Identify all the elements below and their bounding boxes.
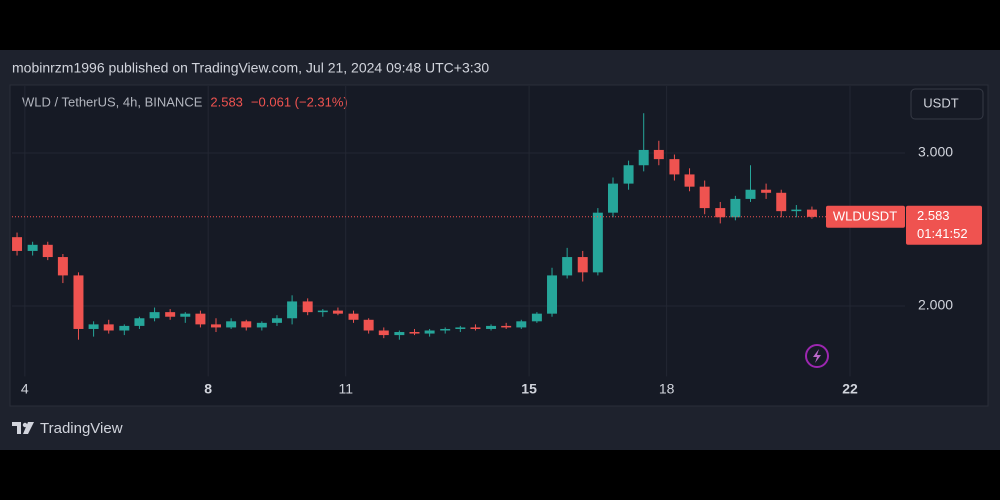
candle-body (363, 319, 374, 331)
candle-body (302, 301, 313, 313)
candle-body (791, 209, 802, 212)
x-tick-label: 18 (659, 381, 675, 397)
candle-body (73, 275, 84, 329)
candle-body (592, 212, 603, 273)
candle-body (271, 318, 282, 323)
candle-body (699, 186, 710, 209)
last-price: 2.583 (210, 94, 243, 109)
candle-body (211, 324, 221, 328)
candle-body (638, 149, 649, 166)
candle-body (730, 198, 741, 218)
candle-body (547, 275, 558, 314)
candle-body (241, 321, 252, 328)
candle-body (12, 237, 23, 251)
price-tag-label: 2.583 (917, 208, 950, 223)
x-tick-label: 22 (842, 381, 858, 397)
candle-body (440, 328, 451, 331)
candle-body (409, 332, 420, 334)
countdown-label: 01:41:52 (917, 226, 968, 241)
candle-body (455, 327, 466, 329)
candle-body (27, 244, 38, 251)
candle-body (134, 318, 145, 326)
candle-body (470, 327, 481, 329)
candle-body (607, 183, 618, 213)
candle-body (501, 325, 512, 328)
x-tick-label: 15 (521, 381, 537, 397)
candle-body (394, 332, 405, 336)
candle-body (623, 165, 634, 184)
candle-body (149, 312, 160, 319)
y-tick-label: 3.000 (918, 144, 953, 160)
publish-header: mobinrzm1996 published on TradingView.co… (12, 60, 489, 76)
candle-body (577, 257, 588, 273)
candle-body (669, 159, 680, 175)
candle-body (226, 321, 237, 328)
price-change: −0.061 (−2.31%) (251, 94, 348, 109)
candle-body (42, 244, 53, 258)
candle-body (715, 208, 726, 218)
symbol-tag (826, 205, 905, 228)
currency-label[interactable]: USDT (923, 95, 958, 110)
brand: TradingView (40, 420, 123, 437)
candle-body (378, 330, 389, 336)
candle-body (486, 325, 497, 329)
price-tag (906, 205, 982, 245)
candle-body (287, 301, 298, 319)
candle-body (332, 310, 343, 314)
candle-body (531, 313, 542, 322)
x-tick-label: 4 (21, 381, 29, 397)
y-tick-label: 2.000 (918, 297, 953, 313)
candle-body (806, 209, 817, 217)
symbol-title: WLD / TetherUS, 4h, BINANCE (22, 94, 203, 109)
lightning-icon[interactable] (805, 344, 829, 368)
candle-body (684, 174, 695, 187)
candle-body (165, 312, 176, 317)
candle-body (103, 324, 114, 331)
candle-body (761, 189, 772, 193)
currency-button[interactable] (910, 88, 984, 120)
candle-body (745, 189, 756, 199)
candle-body (119, 325, 130, 331)
candle-body (562, 257, 573, 276)
symbol-tag-label: WLDUSDT (833, 209, 897, 224)
chart-area (9, 84, 989, 407)
candle-body (88, 324, 99, 329)
candle-body (653, 149, 664, 160)
candle-body (348, 313, 359, 320)
candle-body (180, 313, 191, 317)
tv-logo (12, 422, 34, 434)
candle-body (424, 330, 435, 334)
candle-body (195, 313, 206, 325)
candle-body (317, 310, 328, 313)
candle-body (516, 321, 527, 328)
x-tick-label: 8 (204, 381, 212, 397)
x-tick-label: 11 (338, 381, 353, 397)
candle-body (57, 257, 68, 276)
candle-body (256, 322, 267, 328)
candle-body (776, 192, 787, 212)
